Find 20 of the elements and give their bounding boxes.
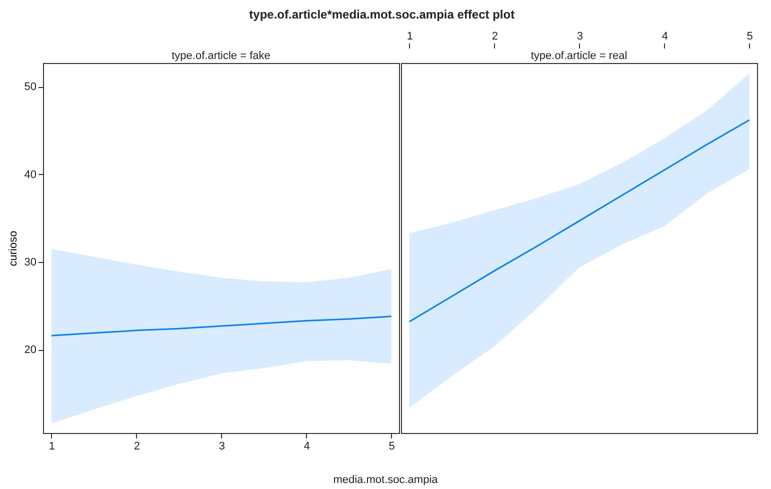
x-tick-label: 2	[134, 440, 140, 452]
x-axis-title: media.mot.soc.ampia	[332, 474, 439, 486]
x2-tick-label: 4	[662, 30, 668, 42]
y-axis-title: curioso	[7, 230, 20, 266]
x-tick-label: 5	[388, 440, 395, 452]
y-tick-label: 50	[24, 81, 36, 94]
x2-tick-label: 5	[746, 30, 753, 42]
x2-tick-label: 1	[406, 30, 414, 42]
y-tick-label: 20	[24, 344, 36, 356]
x-tick-label: 4	[304, 440, 310, 452]
line-series	[50, 316, 392, 336]
y-tick-label: 40	[24, 168, 36, 181]
chart-subtitle: type.of.article = fake	[172, 50, 270, 62]
x-tick-label: 1	[48, 440, 56, 452]
y-tick-label: 30	[24, 256, 36, 269]
x-tick-label: 3	[218, 440, 225, 452]
chart-subtitle: type.of.article = real	[530, 50, 628, 62]
x2-tick-label: 3	[576, 30, 583, 42]
x2-tick-label: 2	[492, 30, 498, 42]
chart-title: type.of.article*media.mot.soc.ampia effect plot	[249, 8, 515, 22]
